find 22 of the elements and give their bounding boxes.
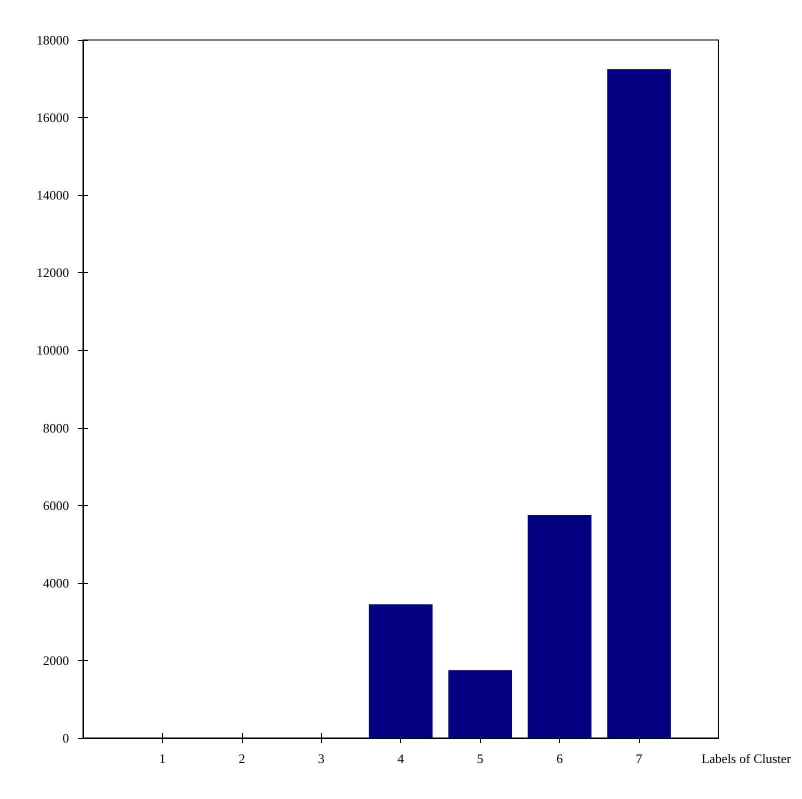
x-tick-label: 3 — [318, 751, 325, 766]
y-tick-label: 10000 — [36, 342, 69, 358]
x-tick-label: 4 — [397, 751, 404, 766]
y-tick-label: 14000 — [36, 188, 69, 203]
y-tick-label: 2000 — [43, 652, 69, 668]
y-tick-label: 16000 — [36, 110, 69, 126]
y-tick-label: 18000 — [36, 32, 69, 48]
x-tick-label: 6 — [556, 751, 564, 766]
x-tick-label: 5 — [476, 751, 484, 766]
bar — [528, 515, 592, 738]
x-tick-label: 1 — [159, 751, 166, 766]
y-tick-label: 4000 — [43, 575, 69, 590]
x-axis-title: Labels of Cluster — [701, 751, 792, 766]
x-tick-label: 2 — [238, 751, 246, 766]
y-tick-label: 8000 — [43, 420, 69, 436]
y-tick-label: 0 — [62, 730, 69, 746]
x-tick-label: 7 — [636, 751, 643, 766]
bar — [448, 670, 512, 738]
y-tick-label: 6000 — [43, 498, 69, 513]
bar — [368, 604, 433, 738]
bar — [607, 69, 671, 738]
y-tick-label: 12000 — [36, 265, 69, 280]
